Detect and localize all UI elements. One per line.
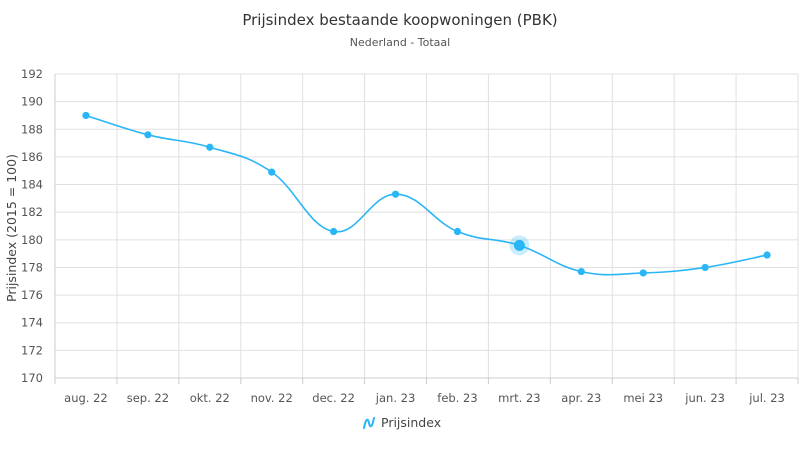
chart-subtitle: Nederland - Totaal — [350, 36, 450, 49]
data-point[interactable] — [639, 269, 647, 277]
data-point[interactable] — [763, 251, 771, 259]
y-tick-label: 188 — [21, 122, 43, 136]
y-axis-ticks: 170 172 174 176 178 180 182 184 186 188 190 192 — [21, 67, 43, 385]
y-tick-label: 178 — [21, 260, 43, 274]
y-tick-label: 180 — [21, 233, 43, 247]
x-tick-label: nov. 22 — [251, 391, 293, 405]
data-point[interactable] — [453, 227, 462, 236]
data-point[interactable] — [701, 263, 709, 272]
y-tick-label: 190 — [21, 95, 43, 109]
y-tick-label: 182 — [21, 205, 43, 219]
y-tick-label: 170 — [21, 371, 43, 385]
chart-title: Prijsindex bestaande koopwoningen (PBK) — [242, 11, 557, 29]
y-tick-label: 184 — [21, 178, 43, 192]
data-point[interactable] — [206, 143, 214, 151]
data-point[interactable] — [330, 227, 338, 236]
x-tick-label: apr. 23 — [561, 391, 601, 405]
x-tick-label: sep. 22 — [127, 391, 169, 405]
x-tick-label: okt. 22 — [190, 391, 230, 405]
y-axis-label: Prijsindex (2015 = 100) — [4, 154, 19, 302]
y-tick-label: 172 — [21, 343, 43, 357]
y-tick-label: 176 — [21, 288, 43, 302]
legend-line-icon — [363, 417, 375, 429]
series-prijsindex — [82, 111, 771, 277]
data-point[interactable] — [144, 131, 152, 139]
data-point[interactable] — [391, 190, 400, 198]
data-point[interactable] — [82, 111, 90, 120]
y-tick-label: 192 — [21, 67, 43, 81]
x-tick-label: jul. 23 — [748, 391, 785, 405]
x-tick-label: dec. 22 — [312, 391, 355, 405]
legend-item-prijsindex[interactable]: Prijsindex — [381, 415, 441, 430]
x-tick-label: jan. 23 — [375, 391, 415, 405]
x-tick-label: mrt. 23 — [498, 391, 540, 405]
legend[interactable]: Prijsindex — [363, 415, 441, 430]
x-axis-ticks: aug. 22 sep. 22 okt. 22 nov. 22 dec. 22 jan. … — [64, 391, 785, 405]
y-tick-label: 174 — [21, 316, 43, 330]
x-tick-label: aug. 22 — [64, 391, 108, 405]
data-point[interactable] — [268, 168, 276, 176]
y-tick-label: 186 — [21, 150, 43, 164]
x-tick-label: jun. 23 — [684, 391, 725, 405]
x-tick-label: mei 23 — [623, 391, 663, 405]
x-tick-label: feb. 23 — [437, 391, 477, 405]
grid-lines — [54, 73, 799, 384]
data-point[interactable] — [577, 268, 585, 276]
data-point[interactable] — [513, 239, 525, 251]
